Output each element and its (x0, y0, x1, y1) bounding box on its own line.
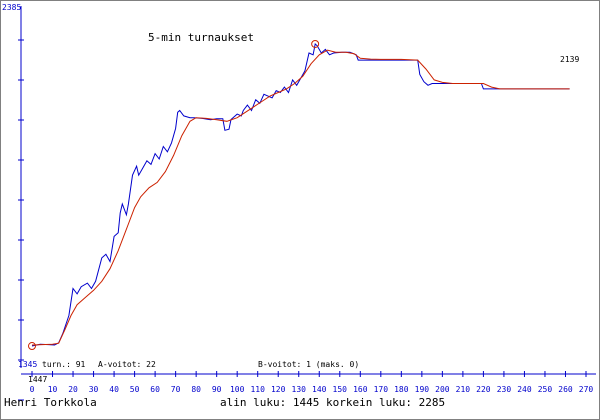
x-tick-label-70: 70 (171, 385, 181, 394)
x-tick-label-20: 20 (68, 385, 78, 394)
series-line-1 (31, 49, 570, 346)
stat-b-voitot: B-voitot: 1 (maks. 0) (258, 360, 359, 369)
x-tick-label-50: 50 (130, 385, 140, 394)
extreme-marker-1 (311, 39, 320, 48)
player-name: Henri Torkkola (4, 396, 97, 409)
axes: 0 10 20 30 40 50 60 70 80 90 100 110 120 130 140 150 160… (18, 6, 596, 401)
y-min-label: 1345 (18, 360, 37, 369)
series-layer (31, 43, 570, 347)
x-tick-label-190: 190 (415, 385, 430, 394)
x-tick-label-180: 180 (394, 385, 409, 394)
x-tick-label-210: 210 (456, 385, 471, 394)
extreme-marker-0 (28, 342, 36, 351)
stat-turn: turn.: 91 (42, 360, 86, 369)
x-tick-label-40: 40 (109, 385, 119, 394)
x-tick-label-80: 80 (191, 385, 201, 394)
x-tick-label-90: 90 (212, 385, 222, 394)
end-value-label: 2139 (560, 55, 579, 64)
x-tick-label-160: 160 (353, 385, 368, 394)
x-tick-label-30: 30 (89, 385, 99, 394)
chart-title: 5-min turnaukset (148, 31, 254, 44)
x-tick-label-270: 270 (579, 385, 594, 394)
stat-a-voitot: A-voitot: 22 (98, 360, 156, 369)
x-tick-label-240: 240 (517, 385, 532, 394)
x-tick-label-10: 10 (48, 385, 58, 394)
x-tick-label-170: 170 (374, 385, 389, 394)
x-tick-label-110: 110 (250, 385, 265, 394)
x-tick-label-250: 250 (538, 385, 553, 394)
x-tick-label-0: 0 (30, 385, 35, 394)
x-tick-label-230: 230 (497, 385, 512, 394)
x-tick-label-60: 60 (150, 385, 160, 394)
x-tick-label-200: 200 (435, 385, 450, 394)
x-tick-label-220: 220 (476, 385, 491, 394)
x-tick-label-130: 130 (292, 385, 307, 394)
marker-layer: 1447 (28, 39, 320, 384)
x-tick-label-260: 260 (558, 385, 573, 394)
y-max-label: 2385 (2, 3, 21, 12)
x-tick-label-120: 120 (271, 385, 286, 394)
x-tick-label-100: 100 (230, 385, 245, 394)
summary-text: alin luku: 1445 korkein luku: 2285 (220, 396, 445, 409)
x-tick-label-150: 150 (333, 385, 348, 394)
x-tick-label-140: 140 (312, 385, 327, 394)
extreme-label-0: 1447 (28, 375, 47, 384)
series-line-0 (31, 43, 570, 347)
